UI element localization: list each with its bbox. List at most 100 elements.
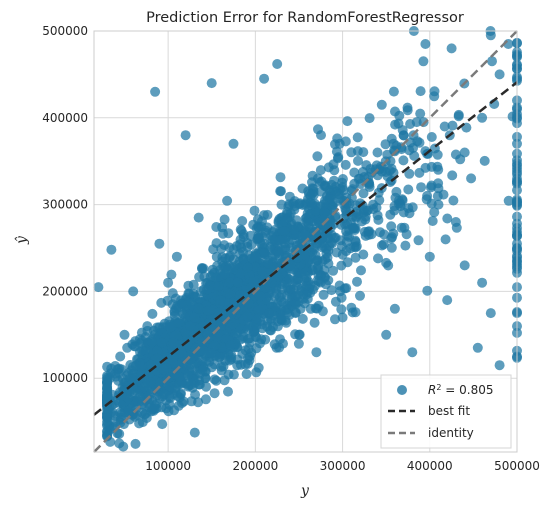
data-point <box>223 386 233 397</box>
data-point <box>440 234 451 245</box>
data-point <box>158 364 169 375</box>
data-point <box>102 431 113 442</box>
data-point <box>358 188 369 199</box>
data-point <box>316 130 326 141</box>
data-point <box>356 216 367 227</box>
data-point <box>383 260 394 271</box>
legend-r-superscript: 2 <box>436 383 441 392</box>
legend-identity-label: identity <box>428 426 474 440</box>
data-point <box>115 351 126 362</box>
data-point <box>358 249 369 260</box>
data-point <box>337 312 348 323</box>
data-point <box>337 182 348 193</box>
data-point <box>167 288 178 299</box>
data-point <box>347 307 358 318</box>
data-point <box>259 73 270 84</box>
data-point <box>211 222 222 232</box>
data-point <box>167 352 178 363</box>
y-axis-label: ŷ <box>13 235 30 245</box>
data-point <box>363 171 374 182</box>
data-point <box>418 117 429 128</box>
data-point <box>351 241 362 252</box>
data-point <box>139 409 150 420</box>
data-point <box>173 317 183 328</box>
data-point <box>312 275 323 286</box>
data-point <box>129 341 140 352</box>
data-point <box>168 337 179 348</box>
data-point <box>171 303 182 314</box>
data-point <box>193 397 204 408</box>
data-point <box>150 86 161 97</box>
data-point <box>205 271 216 282</box>
scatter-points <box>93 26 522 452</box>
data-point <box>232 277 243 288</box>
data-point <box>450 217 461 227</box>
data-point <box>248 219 259 230</box>
data-point <box>174 379 184 390</box>
data-point <box>386 242 397 253</box>
data-point <box>154 238 165 249</box>
data-point <box>336 304 347 315</box>
data-point <box>403 184 414 195</box>
data-point <box>479 155 490 166</box>
data-point <box>294 198 305 209</box>
data-point <box>218 228 228 239</box>
plot-frame <box>93 30 518 453</box>
data-point <box>182 370 193 381</box>
data-point <box>228 369 239 380</box>
data-point <box>411 117 422 128</box>
data-point <box>237 216 248 226</box>
data-point <box>404 145 415 156</box>
data-point <box>313 300 324 311</box>
data-point <box>208 244 219 255</box>
data-point <box>276 186 286 197</box>
data-point <box>352 276 362 287</box>
data-point <box>385 209 396 220</box>
data-point <box>292 290 303 301</box>
data-point <box>503 195 514 206</box>
data-point <box>372 147 383 158</box>
data-point <box>297 313 308 324</box>
data-point <box>110 361 121 371</box>
data-point <box>249 205 260 216</box>
data-point <box>388 228 399 239</box>
data-point <box>252 313 263 324</box>
data-point <box>102 404 113 415</box>
data-point <box>368 199 379 210</box>
data-point <box>286 242 297 253</box>
data-point <box>329 165 340 176</box>
data-point <box>193 212 204 223</box>
data-point <box>235 268 246 279</box>
data-point <box>388 86 399 97</box>
data-point <box>426 132 437 142</box>
data-point <box>216 365 227 376</box>
data-point <box>135 361 146 372</box>
x-tick-label: 200000 <box>232 459 278 473</box>
data-point <box>485 308 496 319</box>
data-point <box>200 394 211 405</box>
data-point <box>136 327 147 338</box>
data-point <box>364 113 375 124</box>
data-point <box>224 277 235 288</box>
tick-labels: 100000 200000 300000 400000 500000 100000 2000… <box>42 24 540 473</box>
data-point <box>102 416 113 427</box>
data-point <box>273 250 284 260</box>
data-point <box>403 203 414 214</box>
data-point <box>147 308 158 319</box>
data-point <box>270 235 281 246</box>
data-point <box>402 105 413 116</box>
data-point <box>270 301 281 312</box>
data-point <box>189 427 200 438</box>
data-point <box>453 111 464 122</box>
data-point <box>253 305 264 316</box>
legend: R2 = 0.805 best fit identity <box>380 374 512 449</box>
data-point <box>335 286 346 297</box>
data-point <box>134 391 145 402</box>
data-point <box>371 160 382 171</box>
data-point <box>348 222 358 233</box>
data-point <box>276 313 287 324</box>
data-point <box>355 173 365 184</box>
data-point <box>235 224 246 235</box>
data-point <box>243 353 253 364</box>
